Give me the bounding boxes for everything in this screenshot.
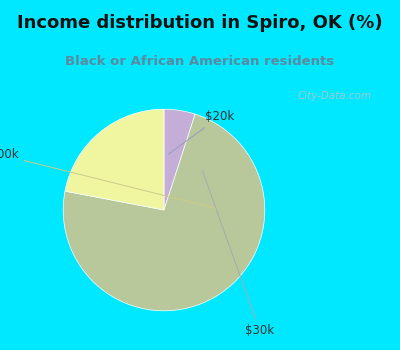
Text: Income distribution in Spiro, OK (%): Income distribution in Spiro, OK (%): [17, 14, 383, 32]
Wedge shape: [65, 109, 164, 210]
Text: $20k: $20k: [169, 110, 234, 154]
Text: Black or African American residents: Black or African American residents: [66, 55, 334, 68]
Wedge shape: [164, 109, 195, 210]
Wedge shape: [63, 114, 265, 311]
Text: City-Data.com: City-Data.com: [298, 91, 372, 102]
Text: $100k: $100k: [0, 148, 216, 208]
Text: $30k: $30k: [202, 170, 274, 337]
